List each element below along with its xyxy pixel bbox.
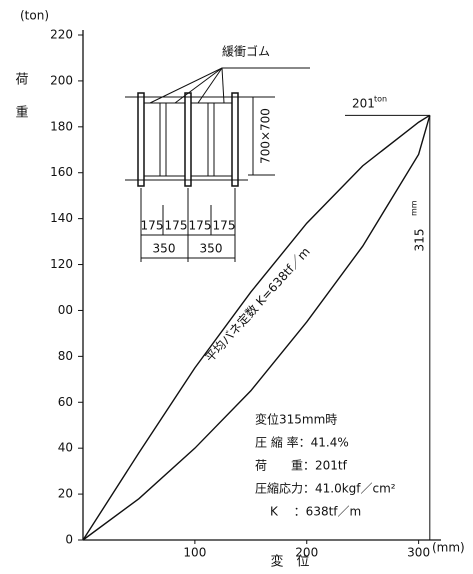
y-tick-label: 20 — [58, 487, 73, 501]
y-label: 荷重 — [13, 72, 29, 138]
peak-load-unit: ton — [374, 95, 387, 104]
y-tick-label: 0 — [65, 533, 73, 547]
y-tick-label: 140 — [50, 211, 73, 225]
y-tick-label: 160 — [50, 165, 73, 179]
y-unit: (ton) — [20, 9, 49, 23]
x-label: 変 位 — [270, 554, 309, 570]
pitch-label: 175 — [165, 219, 188, 233]
peak-disp: 315 — [413, 229, 427, 252]
x-tick-label: 100 — [183, 546, 206, 560]
y-tick-label: 40 — [58, 441, 73, 455]
inset-diagram — [125, 67, 310, 262]
curve — [82, 115, 431, 541]
x-tick-label: 200 — [295, 546, 318, 560]
y-tick-label: 180 — [50, 119, 73, 133]
span-label: 350 — [153, 242, 176, 256]
note: 荷 重：201tf — [255, 459, 348, 473]
leader — [174, 67, 223, 104]
y-tick-label: 220 — [50, 28, 73, 42]
note: K ：638tf／m — [270, 505, 361, 519]
leader — [221, 67, 225, 104]
note: 圧縮応力：41.0kgf／cm² — [255, 481, 396, 496]
peak-disp-unit: mm — [410, 200, 419, 216]
pitch-label: 175 — [141, 219, 164, 233]
note: 変位315mm時 — [255, 412, 337, 427]
inset-post — [137, 92, 145, 187]
size-label: 700×700 — [259, 108, 273, 164]
y-tick-label: 00 — [58, 303, 73, 317]
note: 圧 縮 率：41.4% — [255, 435, 349, 450]
y-tick-label: 120 — [50, 257, 73, 271]
y-tick-label: 80 — [58, 349, 73, 363]
span-label: 350 — [200, 242, 223, 256]
curve — [82, 114, 431, 541]
y-tick-label: 200 — [50, 73, 73, 87]
x-unit: (mm) — [432, 541, 465, 555]
pitch-label: 175 — [213, 219, 236, 233]
x-tick-label: 300 — [407, 546, 430, 560]
inset-post — [231, 92, 239, 187]
leader — [149, 67, 310, 104]
inset-post — [184, 92, 192, 187]
peak-load: 201 — [352, 97, 375, 111]
pitch-label: 175 — [189, 219, 212, 233]
leader — [197, 67, 223, 104]
y-tick-label: 60 — [58, 395, 73, 409]
rubber-label: 緩衝ゴム — [222, 44, 270, 59]
curve-label: 平均バネ定数 K=638tf／m — [202, 244, 313, 365]
